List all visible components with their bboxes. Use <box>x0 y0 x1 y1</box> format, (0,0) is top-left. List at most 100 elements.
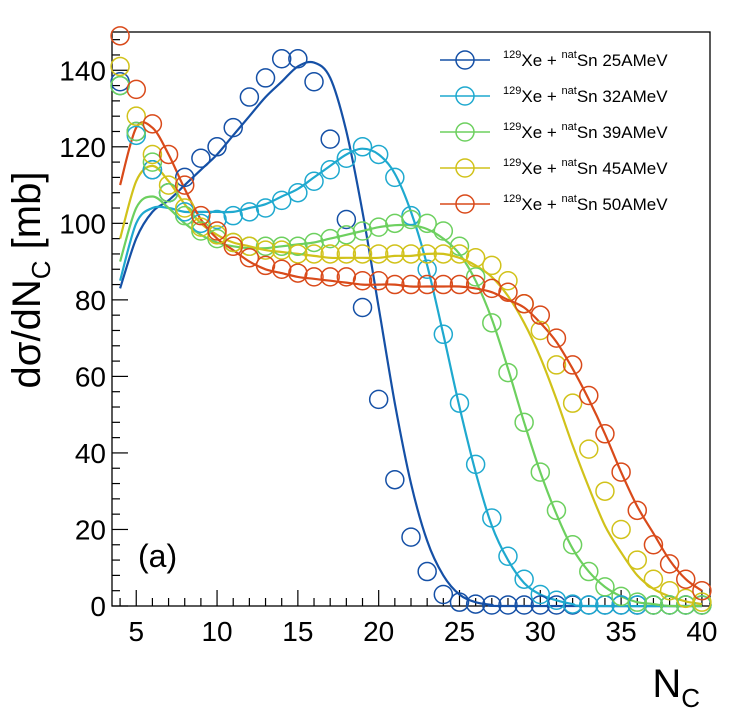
series-point-1 <box>546 595 567 615</box>
legend-sup-mass: 129 <box>503 85 521 97</box>
series-point-1 <box>385 469 405 490</box>
series-point-5 <box>352 270 373 291</box>
series-point-4 <box>659 580 680 601</box>
series-point-1 <box>433 584 454 605</box>
series-point-3 <box>158 182 179 203</box>
series-point-3 <box>401 209 421 230</box>
x-tick-label: 40 <box>686 616 717 647</box>
series-point-1 <box>498 595 518 615</box>
series-point-1 <box>271 49 292 69</box>
series-point-2 <box>562 594 583 614</box>
series-point-1 <box>320 129 340 149</box>
series-point-4 <box>126 106 146 126</box>
series-point-4 <box>320 244 340 264</box>
series-point-4 <box>142 144 163 165</box>
series-point-5 <box>627 500 648 521</box>
series-point-1 <box>191 148 211 169</box>
series-point-3 <box>288 236 308 257</box>
series-point-1 <box>207 137 227 157</box>
series-point-1 <box>239 87 260 107</box>
series-point-5 <box>158 144 179 165</box>
series-point-4 <box>482 255 502 276</box>
series-point-4 <box>611 519 631 540</box>
y-axis-title: dσ/dNC [mb] <box>5 172 56 389</box>
series-point-2 <box>482 508 502 528</box>
series-point-2 <box>368 144 389 165</box>
series-point-4 <box>158 175 179 195</box>
series-point-4 <box>110 56 130 77</box>
legend-marker <box>455 86 475 106</box>
legend-projectile: Xe + <box>521 51 561 70</box>
series-point-5 <box>271 259 292 280</box>
legend-sup-nat: nat <box>562 85 577 97</box>
y-tick-label: 60 <box>75 361 106 392</box>
series-point-5 <box>368 270 389 291</box>
series-curve-4 <box>119 164 703 606</box>
y-tick-label: 100 <box>59 208 106 239</box>
series-point-3 <box>385 213 405 234</box>
series-point-3 <box>320 228 340 249</box>
series-point-5 <box>110 26 130 46</box>
series-point-5 <box>207 221 227 241</box>
series-point-1 <box>288 49 308 69</box>
series-point-3 <box>368 217 389 237</box>
series-point-1 <box>417 561 437 582</box>
series-point-2 <box>433 324 454 345</box>
series-point-4 <box>401 244 421 264</box>
series-point-3 <box>498 362 518 383</box>
series-point-4 <box>449 244 470 264</box>
series-point-3 <box>482 313 502 333</box>
series-point-5 <box>643 535 664 555</box>
series-point-4 <box>546 355 567 375</box>
series-point-3 <box>336 225 357 245</box>
series-point-5 <box>579 385 599 406</box>
x-tick-label: 25 <box>444 616 475 647</box>
legend-marker <box>455 194 475 214</box>
series-point-2 <box>174 202 195 222</box>
series-point-4 <box>465 248 486 268</box>
legend-projectile: Xe + <box>521 195 561 214</box>
series-point-3 <box>465 267 486 287</box>
series-point-2 <box>320 160 340 180</box>
y-tick-label: 20 <box>75 514 106 545</box>
series-point-5 <box>692 580 712 601</box>
legend-entry-label: 129Xe + natSn 39AMeV <box>503 121 668 142</box>
series-curve-5 <box>119 121 703 592</box>
legend-marker <box>455 50 475 70</box>
legend-entry-label: 129Xe + natSn 32AMeV <box>503 85 668 106</box>
series-point-2 <box>255 198 276 218</box>
series-point-2 <box>514 569 534 589</box>
series-point-5 <box>482 278 502 299</box>
series-point-5 <box>562 355 583 375</box>
series-point-1 <box>110 71 130 92</box>
series-point-3 <box>126 121 146 142</box>
legend-entry-label: 129Xe + natSn 25AMeV <box>503 49 668 70</box>
series-point-3 <box>207 228 227 249</box>
series-point-4 <box>352 244 373 264</box>
legend-sup-nat: nat <box>562 121 577 133</box>
series-point-5 <box>465 274 486 295</box>
series-point-2 <box>449 393 470 413</box>
series-point-4 <box>627 550 648 570</box>
series-point-1 <box>336 209 357 230</box>
series-point-4 <box>304 244 324 264</box>
axis-ticks <box>112 39 703 607</box>
series-point-1 <box>304 71 324 92</box>
series-point-2 <box>336 148 357 169</box>
series-point-5 <box>514 293 534 314</box>
series-point-4 <box>530 320 551 341</box>
legend-entry-label: 129Xe + natSn 45AMeV <box>503 157 668 178</box>
series-point-3 <box>110 75 130 96</box>
series-point-5 <box>595 424 615 444</box>
legend-target: Sn 25AMeV <box>577 51 668 70</box>
legend-sup-mass: 129 <box>503 193 521 205</box>
series-point-2 <box>417 259 437 280</box>
y-axis-label-unit: [mb] <box>5 172 49 261</box>
series-point-3 <box>530 462 551 482</box>
x-tick-label: 20 <box>363 616 394 647</box>
y-tick-label: 0 <box>90 591 106 622</box>
series-point-5 <box>546 328 567 348</box>
panel-annotation: (a) <box>138 538 177 574</box>
legend-sup-mass: 129 <box>503 121 521 133</box>
